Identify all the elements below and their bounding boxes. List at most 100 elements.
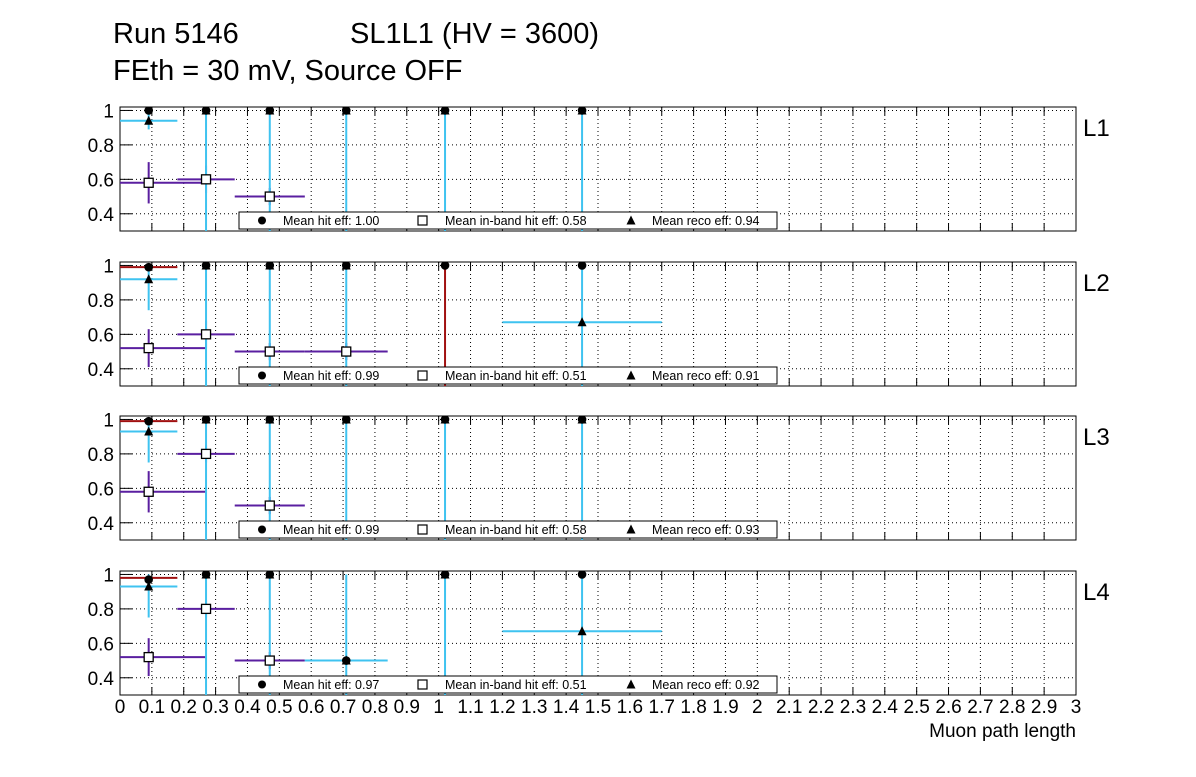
hit-marker [341,107,351,115]
x-tick-label: 2.6 [935,697,961,718]
reco-marker [144,581,154,591]
title-superlayer: SL1L1 (HV = 3600) [350,18,599,50]
x-tick-label: 0.8 [362,697,388,718]
y-tick-label: 0.4 [88,514,115,535]
hit-marker [265,107,275,115]
x-tick-label: 0.6 [298,697,324,718]
x-tick-label: 2.2 [808,697,834,718]
reco-marker [144,274,154,284]
panel-label: L1 [1083,115,1110,142]
x-tick-label: 1.1 [457,697,483,718]
legend-reco-label: Mean reco eff: 0.92 [652,678,760,692]
x-tick-label: 1.5 [585,697,611,718]
x-tick-label: 2.8 [999,697,1025,718]
hit-marker [144,262,153,272]
legend-inband-marker [417,524,428,535]
x-tick-label: 1.2 [489,697,515,718]
x-tick-label: 0.5 [266,697,292,718]
x-tick-label: 0.7 [330,697,356,718]
panel-data [120,262,662,386]
reco-marker [577,317,587,327]
legend-reco-label: Mean reco eff: 0.94 [652,214,760,228]
legend-inband-label: Mean in-band hit eff: 0.51 [445,369,587,383]
x-tick-label: 1.8 [680,697,706,718]
legend-inband-marker [417,215,428,226]
inband-marker [143,486,154,497]
inband-marker [264,346,275,357]
y-tick-label: 1 [103,256,114,277]
hit-marker [341,262,351,270]
hit-marker [201,416,211,424]
x-tick-label: 1.3 [521,697,547,718]
legend-box [238,675,778,694]
legend-reco-marker [626,679,636,689]
y-tick-label: 0.6 [88,325,114,346]
x-tick-label: 2.5 [903,697,929,718]
y-tick-label: 0.4 [88,205,115,226]
legend-reco-marker [626,370,636,380]
hit-marker [577,107,587,115]
inband-marker [341,346,352,357]
x-tick-label: 2.9 [1031,697,1057,718]
inband-marker [200,603,212,615]
hit-marker [265,416,275,424]
legend-hit-marker [258,525,266,534]
x-tick-label: 3 [1071,697,1082,718]
x-tick-label: 0 [115,697,126,718]
x-tick-label: 1.7 [649,697,675,718]
legend-inband-marker [417,370,428,381]
x-tick-label: 1 [433,697,444,718]
panel-label: L3 [1083,424,1110,451]
reco-marker [144,115,154,125]
legend: Mean hit eff: 0.99 Mean in-band hit eff: … [238,366,778,385]
x-tick-label: 2.7 [967,697,993,718]
legend-inband-label: Mean in-band hit eff: 0.51 [445,678,587,692]
title-conditions: FEth = 30 mV, Source OFF [113,55,463,87]
hit-marker [577,571,587,579]
x-tick-label: 0.9 [394,697,420,718]
x-tick-label: 1.4 [553,697,580,718]
inband-marker [143,342,154,354]
legend-box [238,366,778,385]
panel-l1: 0.4 0.6 0.8 1 Mean hit eff: 1.00 Mean in-band… [88,101,1110,232]
inband-marker [264,191,275,202]
x-tick-label: 0.3 [202,697,228,718]
panel-data [120,416,587,540]
hit-marker [265,262,275,270]
hit-marker [440,571,450,579]
x-tick-label: 1.6 [617,697,643,718]
hit-marker [577,416,587,424]
reco-marker [144,426,154,436]
y-tick-label: 0.8 [88,445,114,466]
hit-marker [144,107,153,115]
hit-marker [440,416,450,424]
title-run: Run 5146 [113,18,239,50]
panel-data [120,107,587,231]
y-tick-label: 0.4 [88,669,115,690]
legend-hit-marker [258,680,266,689]
inband-marker [143,177,154,188]
legend-hit-label: Mean hit eff: 0.97 [283,678,379,692]
panel-l4: 0.4 0.6 0.8 1 Mean hit eff: 0.97 Mean in-band… [88,565,1110,696]
panel-label: L4 [1083,579,1110,606]
legend-hit-label: Mean hit eff: 0.99 [283,369,379,383]
x-tick-label: 0.4 [234,697,261,718]
y-tick-label: 0.8 [88,600,114,621]
y-tick-label: 0.6 [88,170,114,191]
legend-box [238,211,778,230]
inband-marker [200,448,212,460]
legend-reco-label: Mean reco eff: 0.93 [652,523,760,537]
inband-marker [200,329,212,340]
legend-reco-label: Mean reco eff: 0.91 [652,369,760,383]
y-tick-label: 0.4 [88,360,115,381]
legend-hit-marker [258,216,266,225]
legend-inband-label: Mean in-band hit eff: 0.58 [445,214,587,228]
legend-box [238,520,778,539]
legend: Mean hit eff: 0.97 Mean in-band hit eff: … [238,675,778,694]
y-tick-label: 0.8 [88,136,114,157]
x-tick-label: 2 [752,697,763,718]
panels-group: 0.4 0.6 0.8 1 Mean hit eff: 1.00 Mean in-band… [88,101,1110,696]
inband-marker [200,174,212,185]
legend-hit-label: Mean hit eff: 0.99 [283,523,379,537]
